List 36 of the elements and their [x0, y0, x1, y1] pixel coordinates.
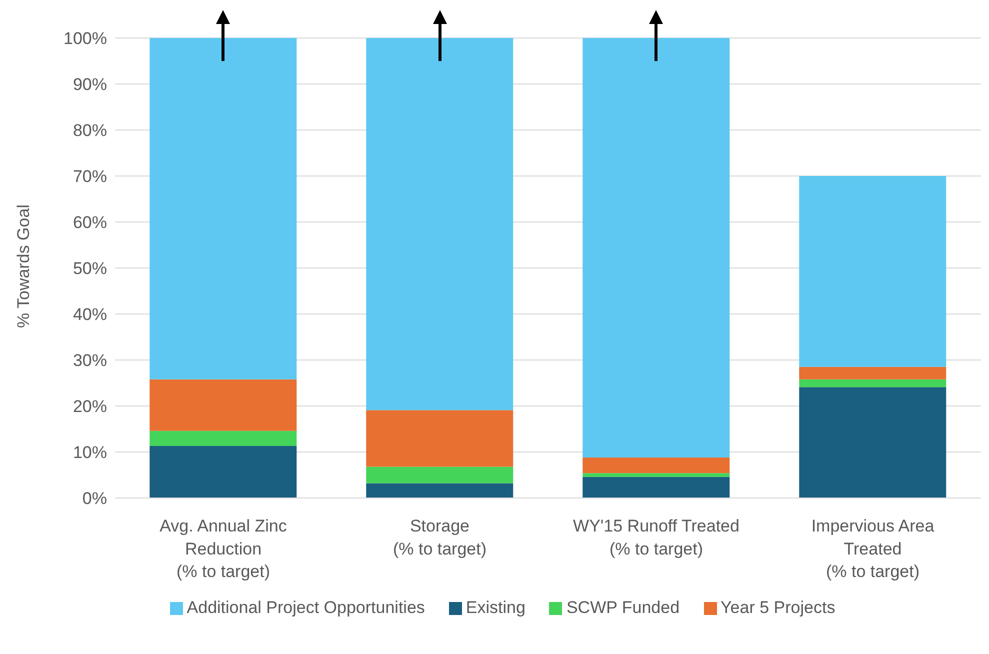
- y-tick-label: 10%: [72, 443, 107, 462]
- y-tick-label: 100%: [64, 29, 107, 48]
- bar: [799, 176, 946, 367]
- y-tick-label: 30%: [72, 351, 107, 370]
- legend-label: SCWP Funded: [566, 598, 680, 617]
- legend-label: Existing: [466, 598, 526, 617]
- y-tick-label: 40%: [72, 305, 107, 324]
- y-tick-label: 50%: [72, 259, 107, 278]
- bar: [799, 366, 946, 380]
- y-tick-label: 80%: [72, 121, 107, 140]
- bar: [582, 38, 730, 458]
- bar: [366, 410, 514, 467]
- bar: [799, 379, 946, 388]
- x-tick-label: WY'15 Runoff Treated (% to target): [573, 516, 740, 558]
- bar: [150, 446, 297, 498]
- bar: [150, 379, 297, 431]
- legend-label: Additional Project Opportunities: [186, 598, 425, 617]
- bar: [582, 476, 730, 498]
- bar: [150, 38, 297, 380]
- legend-label: Year 5 Projects: [720, 598, 836, 617]
- bar: [366, 483, 514, 498]
- y-axis-title: % Towards Goal: [14, 204, 34, 328]
- x-tick-label: Storage (% to target): [392, 516, 487, 558]
- y-tick-label: 0%: [82, 489, 107, 508]
- y-tick-label: 60%: [72, 213, 107, 232]
- bar: [366, 466, 514, 484]
- bar: [582, 473, 730, 477]
- bar: [799, 387, 946, 498]
- x-tick-label: Impervious Area Treated (% to target): [811, 516, 935, 582]
- bar: [366, 38, 514, 410]
- x-tick-label: Avg. Annual Zinc Reduction (% to target): [160, 516, 288, 582]
- bar: [582, 458, 730, 474]
- y-tick-label: 20%: [72, 397, 107, 416]
- y-tick-label: 90%: [72, 75, 107, 94]
- bar: [150, 430, 297, 446]
- y-tick-label: 70%: [72, 167, 107, 186]
